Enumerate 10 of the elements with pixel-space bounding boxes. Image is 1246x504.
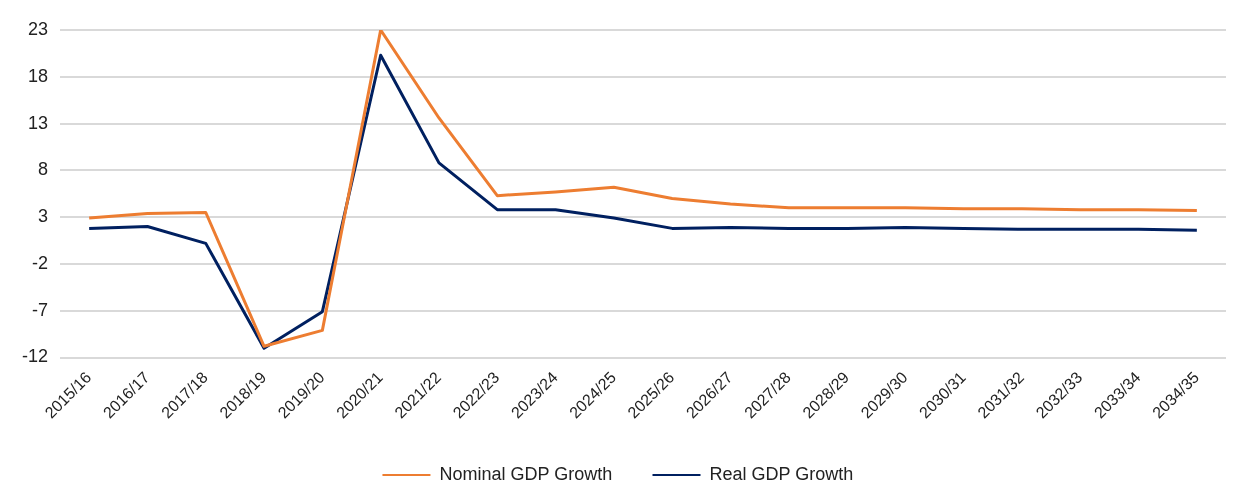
legend-label: Nominal GDP Growth bbox=[439, 463, 613, 484]
y-tick-label: 8 bbox=[38, 159, 49, 180]
y-tick-label: -7 bbox=[32, 299, 49, 320]
y-tick-label: -2 bbox=[32, 252, 49, 273]
y-tick-label: -12 bbox=[22, 346, 49, 367]
legend-label: Real GDP Growth bbox=[709, 463, 854, 484]
y-tick-label: 23 bbox=[27, 18, 49, 39]
y-tick-label: 18 bbox=[27, 65, 49, 86]
y-tick-label: 13 bbox=[27, 112, 49, 133]
y-tick-label: 3 bbox=[38, 206, 49, 227]
